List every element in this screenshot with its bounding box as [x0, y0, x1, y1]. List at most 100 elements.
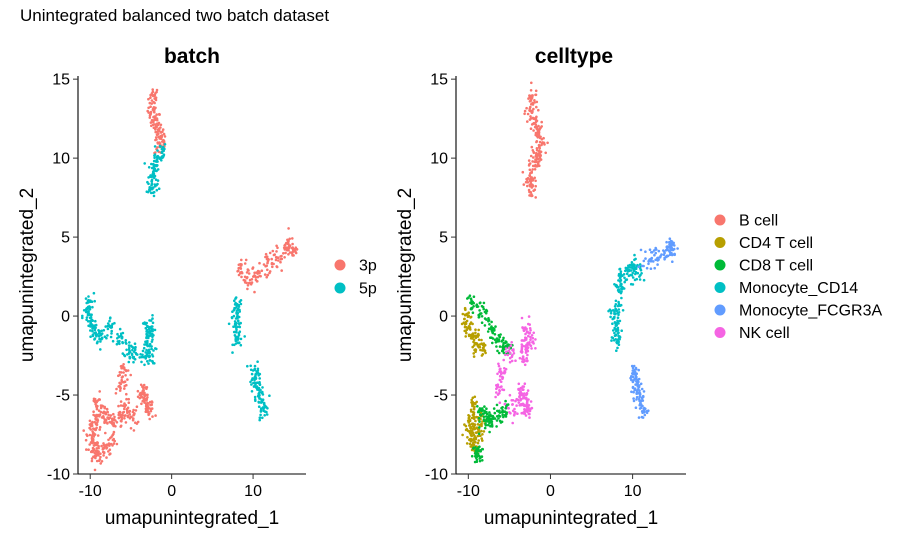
data-point — [235, 330, 238, 334]
data-point — [142, 355, 145, 359]
data-point — [144, 326, 148, 330]
data-point — [151, 355, 155, 358]
data-point — [656, 259, 659, 262]
data-point — [257, 387, 261, 390]
data-point — [141, 322, 145, 325]
data-point — [248, 281, 252, 285]
data-point — [151, 123, 155, 127]
data-point — [494, 395, 497, 399]
data-point — [98, 334, 101, 338]
data-point — [531, 122, 535, 126]
data-point — [258, 261, 261, 265]
legend-label: NK cell — [739, 325, 790, 342]
data-point — [471, 335, 475, 339]
data-point — [528, 327, 532, 330]
data-point — [471, 403, 474, 406]
data-point — [637, 385, 641, 389]
data-point — [534, 338, 537, 341]
data-point — [461, 312, 465, 316]
data-point — [262, 263, 266, 266]
data-point — [536, 163, 540, 167]
data-point — [115, 442, 119, 446]
data-point — [620, 287, 623, 290]
data-point — [531, 149, 535, 152]
data-point — [128, 341, 131, 344]
data-point — [463, 308, 467, 311]
legend-label: Monocyte_CD14 — [739, 280, 858, 297]
data-point — [531, 116, 535, 120]
data-point — [522, 329, 526, 332]
data-point — [277, 259, 280, 262]
data-point — [498, 389, 501, 392]
data-point — [518, 356, 522, 360]
data-point — [498, 374, 502, 378]
data-point — [460, 322, 464, 326]
data-point — [91, 450, 94, 454]
data-point — [290, 252, 294, 255]
data-point — [135, 405, 139, 409]
data-point — [156, 142, 160, 145]
data-point — [644, 257, 647, 260]
data-point — [639, 248, 643, 252]
data-point — [160, 134, 164, 137]
data-point — [616, 304, 620, 308]
data-point — [480, 304, 484, 308]
data-point — [152, 106, 156, 109]
data-point — [146, 344, 149, 348]
data-point — [118, 384, 121, 388]
data-point — [132, 408, 135, 412]
data-point — [501, 388, 504, 391]
data-point — [507, 349, 511, 353]
data-point — [154, 98, 158, 102]
data-point — [497, 338, 501, 341]
data-point — [280, 254, 283, 258]
data-point — [501, 413, 505, 417]
data-point — [85, 316, 89, 319]
data-point — [117, 335, 121, 338]
data-point — [146, 180, 149, 184]
data-point — [623, 280, 626, 284]
data-point — [248, 278, 252, 282]
data-point — [249, 364, 252, 368]
data-point — [638, 402, 642, 406]
data-point — [470, 434, 474, 438]
data-point — [523, 404, 526, 408]
data-point — [476, 441, 480, 445]
data-point — [246, 364, 249, 368]
data-point — [616, 316, 620, 320]
data-point — [534, 184, 537, 188]
data-point — [650, 256, 654, 260]
data-point — [93, 299, 96, 303]
data-point — [529, 338, 532, 342]
data-point — [265, 413, 269, 416]
data-point — [620, 296, 623, 300]
data-point — [526, 389, 530, 392]
data-point — [480, 429, 483, 433]
data-point — [650, 259, 653, 263]
data-point — [475, 303, 479, 307]
data-point — [148, 319, 151, 322]
data-point — [508, 356, 512, 360]
data-point — [509, 344, 513, 347]
data-point — [92, 435, 96, 438]
data-point — [148, 114, 152, 117]
data-point — [534, 120, 538, 124]
data-point — [668, 243, 671, 246]
data-point — [147, 166, 151, 169]
data-point — [529, 344, 533, 348]
data-point — [99, 332, 102, 336]
data-point — [136, 389, 140, 393]
data-point — [539, 154, 542, 157]
data-point — [523, 345, 527, 348]
data-point — [465, 331, 468, 335]
data-point — [632, 397, 635, 400]
data-point — [104, 412, 108, 416]
data-point — [115, 421, 119, 424]
data-point — [529, 127, 533, 130]
data-point — [471, 425, 475, 428]
data-point — [81, 314, 84, 318]
data-point — [142, 346, 146, 350]
data-point — [119, 404, 123, 407]
legend-label: 3p — [359, 258, 377, 275]
